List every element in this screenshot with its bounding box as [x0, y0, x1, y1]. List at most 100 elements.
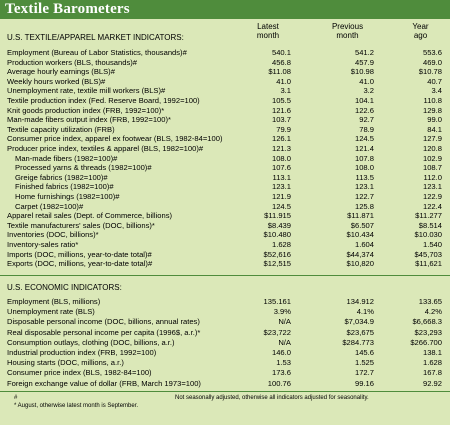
- previous-value: 123.1: [354, 182, 374, 192]
- row-label: Carpet (1982=100)#: [15, 201, 84, 211]
- previous-value: 92.7: [359, 115, 374, 125]
- year-ago-value: $8.514: [418, 220, 442, 230]
- previous-value: 124.5: [354, 134, 374, 144]
- previous-value: 541.2: [354, 48, 374, 57]
- row-label: Employment (Bureau of Labor Statistics, …: [7, 48, 187, 57]
- row-label: Textile capacity utilization (FRB): [7, 124, 115, 134]
- table-row: Average hourly earnings (BLS)# $11.08 $10.…: [0, 67, 450, 77]
- latest-value: 107.6: [271, 163, 291, 173]
- section-title-economic: U.S. ECONOMIC INDICATORS:: [7, 283, 122, 292]
- table-row: Inventory-sales ratio* 1.628 1.604 1.540: [0, 240, 450, 250]
- previous-value: 145.6: [354, 348, 374, 357]
- table-row: Consumer price index (BLS, 1982-84=100) 1…: [0, 368, 450, 378]
- year-ago-value: $11.277: [415, 211, 442, 221]
- row-label: Imports (DOC, millions, year-to-date tot…: [7, 249, 152, 259]
- table-row: Employment (Bureau of Labor Statistics, …: [0, 48, 450, 58]
- latest-value: 121.9: [271, 192, 291, 201]
- year-ago-value: $23,293: [414, 327, 442, 337]
- latest-value: N/A: [278, 337, 291, 347]
- year-ago-value: 120.8: [422, 144, 442, 153]
- year-ago-value: 123.1: [422, 182, 442, 192]
- row-label: Textile manufacturers' sales (DOC, billi…: [7, 220, 155, 230]
- title-bar: Textile Barometers: [0, 0, 450, 19]
- table-row: Knit goods production index (FRB, 1992=1…: [0, 106, 450, 116]
- previous-value: $11.871: [347, 211, 374, 221]
- row-label: Foreign exchange value of dollar (FRB, M…: [7, 378, 201, 388]
- latest-value: 173.6: [271, 368, 291, 378]
- row-label: Knit goods production index (FRB, 1992=1…: [7, 105, 165, 115]
- previous-value: $6.507: [350, 220, 374, 230]
- table-row: Imports (DOC, millions, year-to-date tot…: [0, 250, 450, 260]
- table-row: Inventories (DOC, billions)* $10.480 $10.4…: [0, 230, 450, 240]
- row-label: Weekly hours worked (BLS)#: [7, 76, 106, 86]
- year-ago-value: 1.628: [422, 358, 442, 368]
- row-label: Finished fabrics (1982=100)#: [15, 182, 114, 192]
- latest-value: 121.3: [271, 144, 291, 153]
- previous-value: 104.1: [354, 96, 374, 105]
- row-label: Apparel retail sales (Dept. of Commerce,…: [7, 211, 173, 221]
- footnote-star-text: * August, otherwise latest month is Sept…: [14, 403, 139, 409]
- latest-value: 41.0: [276, 76, 291, 86]
- year-ago-value: 122.4: [422, 201, 442, 211]
- row-label: Producer price index, textiles & apparel…: [7, 144, 204, 153]
- table-row: Unemployment rate (BLS) 3.9% 4.1% 4.2%: [0, 307, 450, 317]
- year-ago-value: 138.1: [422, 348, 442, 357]
- year-ago-value: $11,621: [415, 259, 442, 269]
- previous-value: $44,374: [346, 249, 374, 259]
- table-row: Man-made fibers (1982=100)# 108.0 107.8 102…: [0, 154, 450, 164]
- table-row: Exports (DOC, millions, year-to-date tot…: [0, 259, 450, 269]
- latest-value: 124.5: [271, 201, 291, 211]
- table-row: Production workers (BLS, thousands)# 456.…: [0, 58, 450, 68]
- row-label: Housing starts (DOC, millions, a.r.): [7, 358, 124, 368]
- footnote-divider: [0, 391, 450, 392]
- row-label: Processed yarns & threads (1982=100)#: [15, 163, 152, 173]
- row-label: Unemployment rate, textile mill workers …: [7, 86, 166, 96]
- year-ago-value: 108.7: [422, 163, 442, 173]
- table-row: Unemployment rate, textile mill workers …: [0, 86, 450, 96]
- column-header-year-ago-line2: ago: [413, 31, 428, 40]
- table-row: Consumer price index, apparel ex footwea…: [0, 134, 450, 144]
- table-row: Processed yarns & threads (1982=100)# 107…: [0, 163, 450, 173]
- previous-value: 78.9: [359, 124, 374, 134]
- row-label: Inventories (DOC, billions)*: [7, 230, 99, 240]
- table-row: Man-made fibers output index (FRB, 1992=…: [0, 115, 450, 125]
- year-ago-value: 3.4: [431, 86, 442, 96]
- year-ago-value: 102.9: [422, 153, 442, 163]
- column-header-latest-line2: month: [256, 31, 280, 40]
- row-label: Production workers (BLS, thousands)#: [7, 57, 138, 67]
- row-label: Disposable personal income (DOC, billion…: [7, 317, 200, 327]
- previous-value: 121.4: [354, 144, 374, 153]
- year-ago-value: $10.78: [418, 67, 442, 77]
- previous-value: $7,034.9: [344, 317, 374, 327]
- column-header-year-ago: Year ago: [398, 22, 443, 40]
- column-header-previous: Previous month: [320, 22, 375, 40]
- section-title-textile: U.S. TEXTILE/APPAREL MARKET INDICATORS:: [7, 33, 184, 42]
- previous-value: 113.5: [355, 172, 374, 182]
- column-header-latest: Latest month: [243, 22, 293, 40]
- latest-value: $23,722: [263, 327, 291, 337]
- latest-value: 3.1: [280, 86, 291, 96]
- previous-value: 107.8: [354, 153, 374, 163]
- table-row: Home furnishings (1982=100)# 121.9 122.7 12…: [0, 192, 450, 202]
- previous-value: 3.2: [363, 86, 374, 96]
- previous-value: 41.0: [359, 76, 374, 86]
- previous-value: $23,675: [346, 327, 374, 337]
- table-row: Consumption outlays, clothing (DOC, bill…: [0, 338, 450, 348]
- row-label: Textile production index (Fed. Reserve B…: [7, 96, 200, 105]
- latest-value: 105.5: [271, 96, 291, 105]
- row-label: Greige fabrics (1982=100)#: [15, 172, 108, 182]
- row-label: Consumption outlays, clothing (DOC, bill…: [7, 337, 175, 347]
- latest-value: 540.1: [271, 48, 291, 57]
- latest-value: 126.1: [271, 134, 291, 144]
- latest-value: $10.480: [263, 230, 291, 240]
- table-row: Textile manufacturers' sales (DOC, billi…: [0, 221, 450, 231]
- year-ago-value: 469.0: [422, 57, 442, 67]
- previous-value: 1.604: [354, 240, 374, 249]
- latest-value: 123.1: [271, 182, 291, 192]
- previous-value: 122.6: [354, 105, 374, 115]
- table-row: Greige fabrics (1982=100)# 113.1 113.5 112.…: [0, 173, 450, 183]
- year-ago-value: 40.7: [427, 76, 442, 86]
- latest-value: 121.6: [271, 105, 291, 115]
- latest-value: $8.439: [267, 220, 291, 230]
